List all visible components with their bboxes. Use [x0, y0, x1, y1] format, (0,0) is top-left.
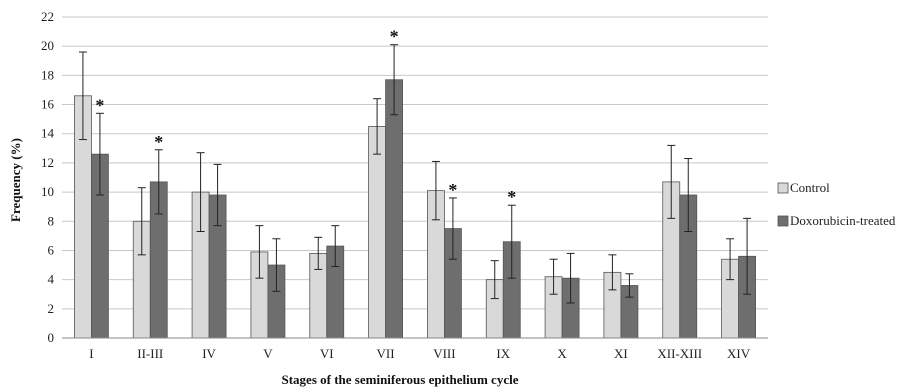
bar-doxorubicin	[385, 79, 403, 339]
x-axis-ticks: I II-III IV V VI VII VIII IX X XI XII-XIII XIV	[89, 346, 751, 361]
x-tick-label: VIII	[433, 346, 455, 361]
x-tick-label: IX	[496, 346, 510, 361]
x-tick-label: XI	[614, 346, 628, 361]
significance-star: *	[448, 180, 457, 200]
legend: Control Doxorubicin-treated	[777, 180, 896, 228]
x-tick-label: I	[89, 346, 93, 361]
y-axis-ticks: 0 2 4 6 8 10 12 14 16 18 20 22	[41, 9, 55, 345]
x-tick-label: XII-XIII	[657, 346, 702, 361]
y-tick-label: 10	[41, 184, 54, 199]
legend-label: Control	[790, 180, 830, 195]
y-tick-label: 18	[41, 67, 54, 82]
x-tick-label: VII	[377, 346, 395, 361]
y-tick-label: 20	[41, 38, 54, 53]
y-tick-label: 16	[41, 97, 55, 112]
significance-markers: * * * * *	[95, 27, 516, 208]
significance-star: *	[507, 187, 516, 207]
legend-label: Doxorubicin-treated	[790, 213, 896, 228]
y-tick-label: 2	[48, 301, 55, 316]
y-tick-label: 0	[48, 330, 55, 345]
x-tick-label: VI	[320, 346, 334, 361]
significance-star: *	[154, 132, 163, 152]
y-axis-title: Frequency (%)	[8, 138, 23, 222]
x-tick-label: IV	[202, 346, 216, 361]
gridlines	[62, 16, 768, 310]
x-tick-label: V	[263, 346, 273, 361]
y-tick-label: 22	[41, 9, 54, 24]
bar-control	[368, 126, 386, 339]
y-tick-label: 8	[48, 213, 55, 228]
y-tick-label: 14	[41, 126, 55, 141]
bar-series	[74, 79, 756, 339]
significance-star: *	[95, 95, 104, 115]
y-tick-label: 6	[48, 242, 55, 257]
y-tick-label: 12	[41, 155, 54, 170]
x-tick-label: XIV	[727, 346, 751, 361]
significance-star: *	[390, 27, 399, 47]
x-tick-label: II-III	[137, 346, 163, 361]
x-axis-title: Stages of the seminiferous epithelium cy…	[282, 372, 519, 387]
legend-swatch	[777, 215, 789, 227]
y-tick-label: 4	[48, 272, 55, 287]
x-tick-label: X	[557, 346, 567, 361]
error-bars	[78, 44, 752, 304]
legend-swatch	[777, 182, 789, 194]
